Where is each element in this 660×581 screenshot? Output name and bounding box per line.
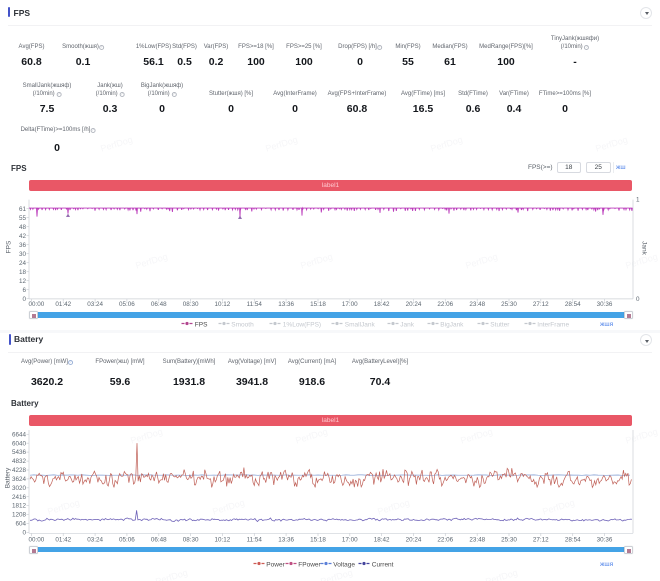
svg-text:28:54: 28:54 xyxy=(565,301,581,308)
svg-text:27:12: 27:12 xyxy=(533,537,549,544)
svg-text:2416: 2416 xyxy=(12,494,27,501)
svg-text:08:30: 08:30 xyxy=(183,537,199,544)
svg-text:4832: 4832 xyxy=(12,458,27,465)
svg-text:06:48: 06:48 xyxy=(151,537,167,544)
svg-text:22:06: 22:06 xyxy=(437,301,453,308)
svg-text:0: 0 xyxy=(22,530,26,537)
svg-text:05:06: 05:06 xyxy=(119,537,135,544)
svg-text:10:12: 10:12 xyxy=(215,301,231,308)
svg-text:1812: 1812 xyxy=(12,503,27,510)
svg-text:00:00: 00:00 xyxy=(29,301,45,308)
svg-text:1208: 1208 xyxy=(12,512,27,519)
svg-text:13:36: 13:36 xyxy=(278,301,294,308)
svg-text:3624: 3624 xyxy=(12,476,27,483)
svg-text:6644: 6644 xyxy=(12,431,27,438)
svg-text:15:18: 15:18 xyxy=(310,537,326,544)
svg-text:05:06: 05:06 xyxy=(119,301,135,308)
svg-text:11:54: 11:54 xyxy=(247,537,263,544)
svg-text:42: 42 xyxy=(19,233,27,240)
svg-text:10:12: 10:12 xyxy=(215,537,231,544)
svg-text:11:54: 11:54 xyxy=(247,301,263,308)
svg-text:30: 30 xyxy=(19,251,27,258)
svg-text:17:00: 17:00 xyxy=(342,301,358,308)
svg-text:25:30: 25:30 xyxy=(501,301,517,308)
svg-text:13:36: 13:36 xyxy=(278,537,294,544)
svg-text:23:48: 23:48 xyxy=(469,301,485,308)
svg-text:27:12: 27:12 xyxy=(533,301,549,308)
svg-text:18:42: 18:42 xyxy=(374,301,390,308)
svg-text:5436: 5436 xyxy=(12,449,27,456)
svg-text:55: 55 xyxy=(19,215,27,222)
svg-text:4228: 4228 xyxy=(12,467,27,474)
svg-text:36: 36 xyxy=(19,242,27,249)
svg-text:FPS: FPS xyxy=(6,240,13,253)
svg-text:08:30: 08:30 xyxy=(183,301,199,308)
svg-text:01:42: 01:42 xyxy=(55,301,71,308)
svg-text:3020: 3020 xyxy=(12,485,27,492)
svg-text:01:42: 01:42 xyxy=(55,537,71,544)
svg-text:03:24: 03:24 xyxy=(87,301,103,308)
svg-text:604: 604 xyxy=(15,521,26,528)
svg-text:Jank: Jank xyxy=(641,241,648,255)
svg-text:48: 48 xyxy=(19,224,27,231)
svg-text:06:48: 06:48 xyxy=(151,301,167,308)
svg-text:28:54: 28:54 xyxy=(565,537,581,544)
svg-text:0: 0 xyxy=(22,296,26,303)
svg-text:15:18: 15:18 xyxy=(310,301,326,308)
svg-text:20:24: 20:24 xyxy=(406,537,422,544)
svg-text:22:06: 22:06 xyxy=(437,537,453,544)
svg-text:1: 1 xyxy=(636,197,640,204)
svg-text:30:36: 30:36 xyxy=(597,537,613,544)
svg-text:03:24: 03:24 xyxy=(87,537,103,544)
svg-text:6040: 6040 xyxy=(12,440,27,447)
svg-text:18:42: 18:42 xyxy=(374,537,390,544)
svg-text:6: 6 xyxy=(22,287,26,294)
svg-text:25:30: 25:30 xyxy=(501,537,517,544)
svg-text:30:36: 30:36 xyxy=(597,301,613,308)
svg-text:17:00: 17:00 xyxy=(342,537,358,544)
svg-text:61: 61 xyxy=(19,206,27,213)
svg-text:12: 12 xyxy=(19,278,27,285)
svg-text:00:00: 00:00 xyxy=(29,537,45,544)
svg-text:Battery: Battery xyxy=(5,467,12,488)
svg-text:0: 0 xyxy=(636,296,640,303)
svg-text:20:24: 20:24 xyxy=(406,301,422,308)
svg-text:18: 18 xyxy=(19,269,27,276)
svg-text:23:48: 23:48 xyxy=(469,537,485,544)
svg-text:24: 24 xyxy=(19,260,27,267)
